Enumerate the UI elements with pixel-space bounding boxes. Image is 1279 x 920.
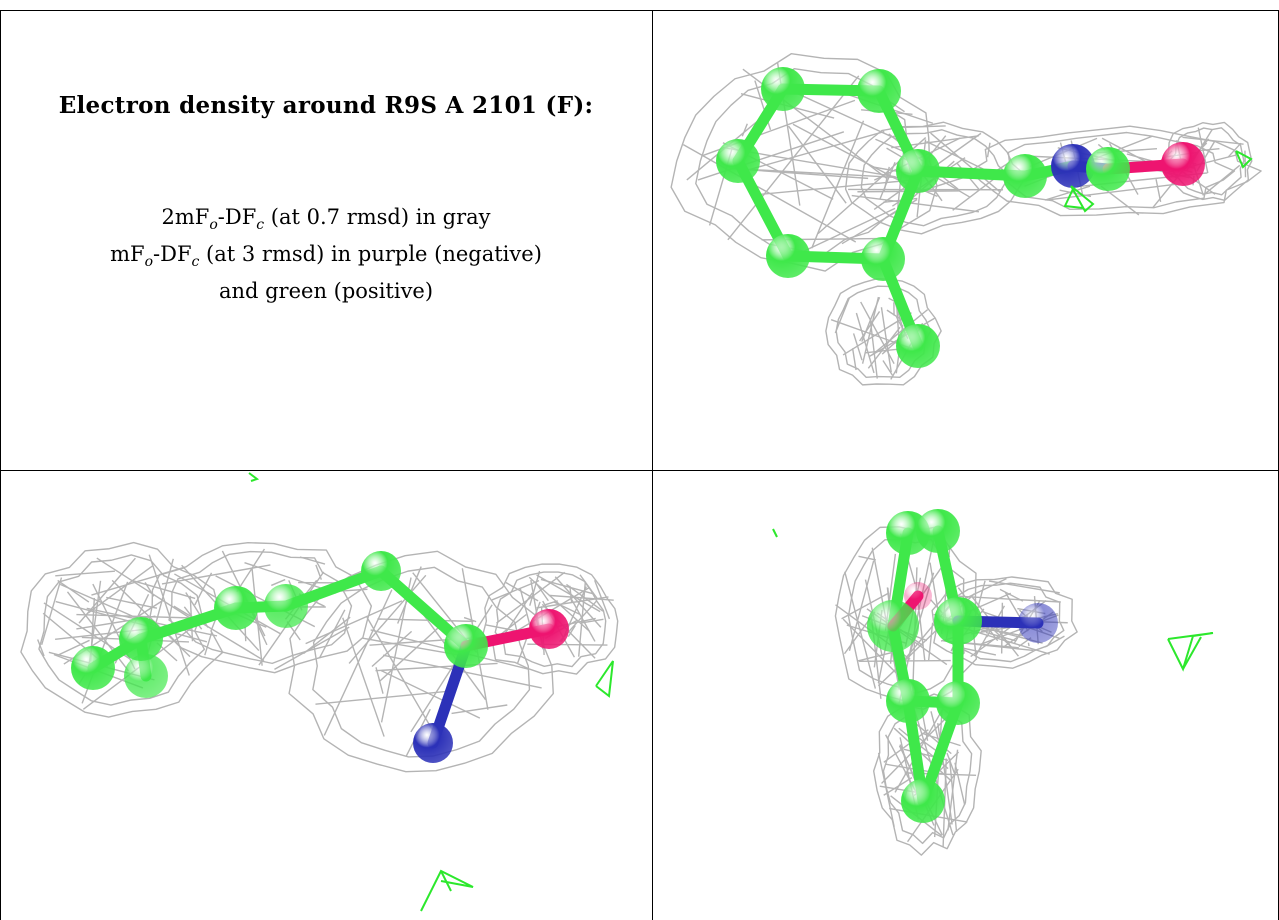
positive-density-blob [1182, 636, 1202, 670]
atom-c [119, 617, 163, 661]
frame-left-border [0, 10, 1, 920]
legend-line-2-b: -DF [153, 242, 192, 266]
atom-c [857, 69, 901, 113]
molecule-view-bottom-right [653, 471, 1278, 920]
caption-cell: Electron density around R9S A 2101 (F): … [0, 0, 652, 470]
atom-c [934, 597, 982, 645]
positive-density-blob [1167, 632, 1214, 672]
atom-c [761, 67, 805, 111]
positive-density-green [248, 472, 614, 912]
atom-c [901, 779, 945, 823]
atom-c [444, 624, 488, 668]
positive-density-blob [595, 660, 614, 698]
legend-line-2-sub-c: c [191, 254, 200, 271]
legend-line-2-a: mF [110, 242, 145, 266]
atom-c [71, 646, 115, 690]
figure-title: Electron density around R9S A 2101 (F): [58, 92, 594, 119]
atom-c [716, 139, 760, 183]
density-mesh-gray [670, 53, 1262, 386]
legend-line-1-sub-o: o [209, 217, 218, 234]
density-render-bottom-left [20, 472, 619, 912]
legend-line-1: 2mFo-DFc (at 0.7 rmsd) in gray [0, 205, 652, 233]
atom-c [1003, 154, 1047, 198]
positive-density-blob [1070, 185, 1095, 213]
atom-c [916, 509, 960, 553]
atom-c [861, 237, 905, 281]
atom-c [1086, 147, 1130, 191]
atom-c [867, 600, 919, 652]
atom-n [1051, 144, 1095, 188]
frame-middle-border [0, 470, 1279, 471]
density-render-bottom-right [772, 509, 1214, 856]
molecule-view-top-right [653, 11, 1278, 470]
atom-n [413, 723, 453, 763]
atom-c [766, 234, 810, 278]
positive-density-blob [440, 870, 452, 892]
atom-c [361, 551, 401, 591]
atoms [716, 67, 1205, 368]
legend-line-1-b: -DF [217, 205, 257, 229]
bonds [887, 525, 1044, 807]
frame-center-border [652, 10, 653, 920]
atom-n [1018, 603, 1058, 643]
legend-line-1-c: (at 0.7 rmsd) in gray [264, 205, 491, 229]
atoms [867, 509, 1058, 823]
legend-line-1-a: 2mF [161, 205, 210, 229]
density-render-top-right [670, 53, 1262, 386]
legend-line-3: and green (positive) [218, 279, 434, 303]
positive-density-blob [772, 528, 778, 538]
positive-density-blob [1235, 150, 1253, 169]
atom-o [904, 582, 932, 610]
atom-c [886, 679, 930, 723]
atom-o [1161, 142, 1205, 186]
molecule-view-bottom-left [1, 471, 652, 920]
atom-c [214, 586, 258, 630]
positive-density-blob [248, 472, 260, 482]
atom-c [936, 681, 980, 725]
positive-density-green [772, 528, 1214, 672]
atom-c [264, 584, 308, 628]
legend-line-2: mFo-DFc (at 3 rmsd) in purple (negative) [0, 242, 652, 270]
positive-density-blob [1063, 188, 1084, 209]
atom-o [529, 609, 569, 649]
atom-c [124, 654, 168, 698]
atom-c [896, 324, 940, 368]
legend-line-1-sub-c: c [256, 217, 265, 234]
frame-top-border [0, 10, 1279, 11]
atom-c [896, 149, 940, 193]
positive-density-blob [420, 869, 474, 912]
positive-density-green [1063, 150, 1253, 213]
atoms [71, 551, 569, 763]
legend-line-2-c: (at 3 rmsd) in purple (negative) [199, 242, 542, 266]
legend-line-2-sub-o: o [144, 254, 154, 271]
